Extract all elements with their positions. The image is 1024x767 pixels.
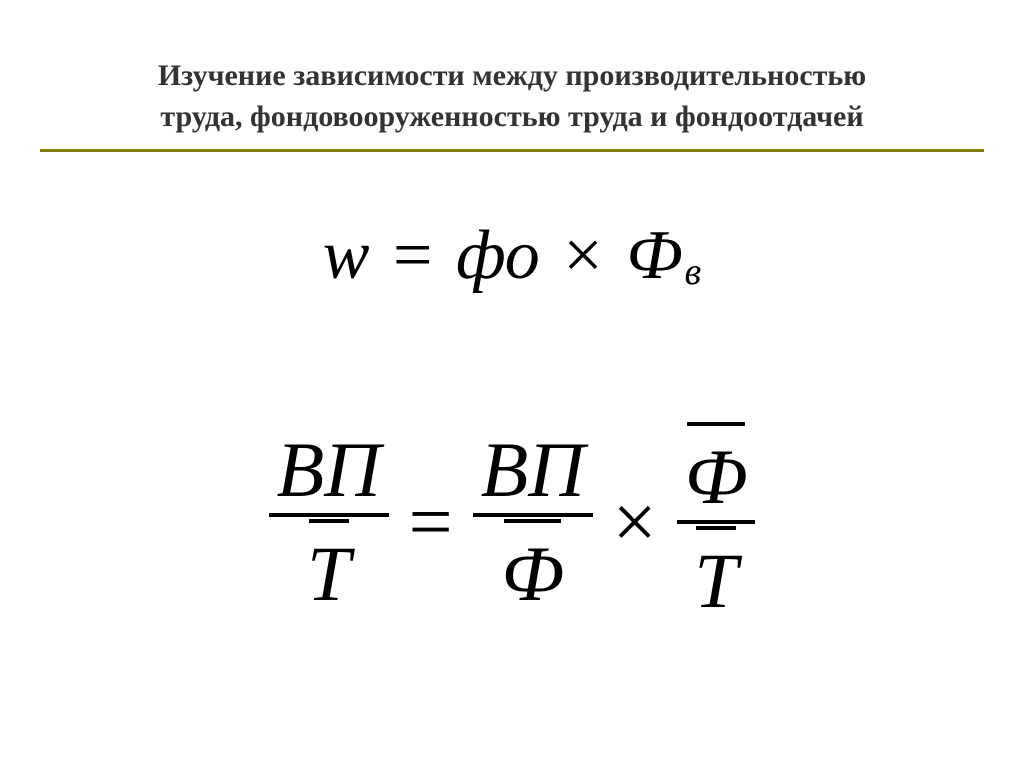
f1-times: × xyxy=(557,217,608,294)
f1-fo: фо xyxy=(456,217,540,294)
f1-sub-v: в xyxy=(685,251,702,293)
formula-1: w = фо × Фв xyxy=(0,210,1024,296)
f2-lhs-den: Т xyxy=(307,519,350,615)
f2-rhs-den: Т xyxy=(694,526,737,622)
title-block: Изучение зависимости между производитель… xyxy=(40,56,984,152)
f2-mid-den: Ф xyxy=(501,519,564,615)
f2-lhs-num: ВП xyxy=(269,427,389,513)
f1-w: w xyxy=(323,217,370,294)
f2-times: × xyxy=(599,477,671,567)
f2-equals: = xyxy=(395,477,467,567)
formula-2: ВП Т = ВП Ф × Ф Т xyxy=(0,420,1024,624)
f1-Phi: Ф xyxy=(626,217,682,294)
title-line-2: труда, фондовооруженностью труда и фондо… xyxy=(160,100,863,133)
f2-mid-fraction: ВП Ф xyxy=(467,427,599,617)
f2-mid-num: ВП xyxy=(473,427,593,513)
f2-rhs-num: Ф xyxy=(685,422,748,518)
slide-title: Изучение зависимости между производитель… xyxy=(40,56,984,137)
f2-lhs-fraction: ВП Т xyxy=(263,427,395,617)
slide: Изучение зависимости между производитель… xyxy=(0,0,1024,767)
title-line-1: Изучение зависимости между производитель… xyxy=(158,59,866,92)
f2-rhs-fraction: Ф Т xyxy=(671,420,762,624)
title-underline xyxy=(40,149,984,152)
f1-equals: = xyxy=(387,217,438,294)
